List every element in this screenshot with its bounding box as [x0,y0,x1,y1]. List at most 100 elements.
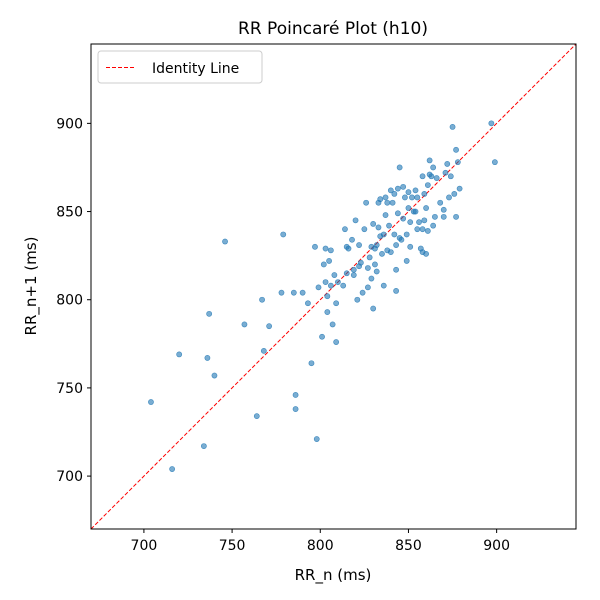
data-point [449,123,456,130]
data-point [373,242,380,248]
data-point [414,194,421,201]
data-point [393,242,400,248]
data-point [324,293,331,300]
data-point [206,310,213,317]
data-point [491,159,498,166]
data-point [370,305,377,312]
data-point [407,219,414,226]
data-point [204,355,211,361]
data-point [361,226,368,233]
y-tick-label: 850 [56,205,83,221]
data-point [280,231,287,238]
data-point [437,199,444,206]
data-point [389,199,396,206]
data-point [349,236,355,243]
data-point [394,185,401,192]
data-point [329,321,336,328]
data-point [326,258,332,264]
data-point [368,275,375,282]
data-point [343,270,350,277]
data-point [423,250,429,257]
data-point [414,226,421,233]
legend: Identity Line [97,50,263,84]
data-point [446,194,452,201]
data-point [428,173,435,180]
data-point [454,159,461,166]
data-point [364,265,371,271]
data-point [423,205,429,211]
x-axis-ticks: 700 750 800 850 900 [131,529,510,554]
data-point [169,466,176,472]
data-point [391,191,398,197]
data-point [299,289,306,296]
data-point [331,272,338,278]
data-point [440,206,447,213]
data-point [278,289,285,296]
data-point [345,245,352,252]
data-point [382,194,389,201]
data-point [352,217,359,224]
data-point [444,161,451,167]
x-tick-label: 700 [131,538,158,554]
data-point [442,169,449,176]
data-point [393,266,400,273]
data-point [426,157,433,164]
data-point [384,199,391,206]
data-point [363,199,370,206]
y-tick-label: 750 [56,381,83,397]
data-point [320,261,327,268]
data-point [386,222,392,229]
data-point [447,173,454,180]
data-point [292,406,299,412]
data-point [322,279,329,285]
data-point [424,228,431,234]
x-axis-title: RR_n (ms) [295,566,372,585]
data-point [412,208,419,215]
data-point [405,189,412,196]
data-point [421,217,428,224]
data-point [400,183,407,190]
data-point [342,226,348,233]
data-point [433,175,440,181]
data-point [398,236,405,243]
data-point [357,259,364,266]
data-point [396,164,403,171]
data-point [453,146,459,153]
data-point [394,210,401,217]
y-axis-title: RR_n+1 (ms) [22,237,41,336]
chart-title: RR Poincaré Plot (h10) [238,19,428,39]
data-point [364,284,371,291]
data-point [370,220,377,227]
data-point [350,272,357,278]
data-point [211,372,218,379]
data-point [375,224,382,231]
data-point [312,243,318,250]
data-point [266,323,273,330]
data-point [453,213,459,220]
data-point [373,268,380,275]
x-tick-label: 850 [395,538,422,554]
data-point [327,247,334,254]
data-point [379,250,385,257]
data-point [419,226,426,233]
data-point [412,187,419,194]
data-points-layer [148,120,498,472]
data-point [380,231,387,238]
data-point [253,413,260,420]
data-point [333,300,340,307]
data-point [407,243,414,250]
data-point [259,296,265,303]
data-point [327,282,334,289]
data-point [419,173,426,180]
data-point [402,194,408,201]
data-point [377,196,384,203]
data-point [305,300,311,307]
data-point [308,360,315,367]
data-point [403,258,410,264]
data-point [391,231,398,238]
data-point [335,279,341,285]
data-point [403,231,410,238]
